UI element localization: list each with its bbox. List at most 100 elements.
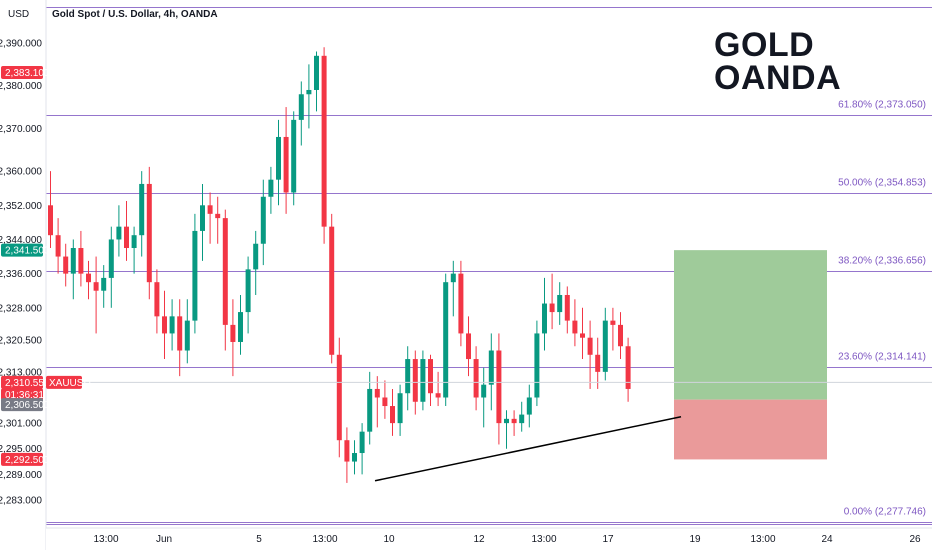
chart-title: Gold Spot / U.S. Dollar, 4h, OANDA — [52, 9, 218, 20]
candle-body — [314, 55, 319, 90]
candle-body — [177, 316, 183, 351]
candle-body — [146, 183, 152, 283]
candle-body — [526, 397, 532, 415]
candle-body — [124, 226, 129, 249]
candle-body — [230, 324, 236, 342]
candle-body — [587, 337, 593, 355]
price-tick-label: 2,360.000 — [0, 167, 42, 178]
watermark-gold: GOLD — [714, 26, 814, 64]
time-tick-label: 13:00 — [93, 534, 118, 545]
price-tick-label: 2,289.000 — [0, 470, 42, 481]
candle-body — [580, 333, 585, 338]
candle-body — [488, 350, 494, 385]
candle-body — [70, 248, 76, 274]
price-badge-high-text: 2,383.100 — [5, 68, 50, 79]
candle-body — [450, 273, 456, 283]
currency-label: USD — [8, 9, 29, 20]
candlestick-series — [48, 47, 631, 483]
price-tick-label: 2,370.000 — [0, 124, 42, 135]
support-trendline[interactable] — [374, 415, 682, 482]
candle-body — [154, 282, 160, 317]
time-tick-label: 12 — [473, 534, 485, 545]
long-position-tool[interactable] — [674, 250, 827, 460]
price-badge-target-text: 2,341.500 — [5, 246, 50, 257]
candle-body — [116, 226, 122, 240]
candle-body — [162, 316, 167, 334]
candle-body — [618, 324, 623, 347]
time-tick-label: 17 — [602, 534, 614, 545]
candle-body — [458, 273, 464, 334]
candle-body — [374, 388, 380, 398]
price-badge-stop — [1, 452, 43, 466]
candle-body — [504, 418, 509, 424]
candle-body — [572, 320, 578, 334]
watermark-oanda: OANDA — [714, 59, 841, 97]
candle-body — [78, 248, 84, 274]
candle-body — [397, 393, 403, 424]
candle-body — [93, 282, 99, 291]
price-tick-label: 2,283.000 — [0, 496, 42, 507]
candle-body — [245, 269, 251, 313]
candle-body — [420, 359, 426, 402]
candle-body — [306, 89, 312, 95]
time-axis-panel[interactable] — [46, 528, 932, 550]
candle-body — [473, 359, 479, 398]
candle-body — [298, 94, 304, 120]
fibonacci-levels: 61.80% (2,373.050) 50.00% (2,354.853) 38.2… — [46, 7, 932, 525]
price-tick-label: 2,295.000 — [0, 444, 42, 455]
candle-body — [481, 384, 487, 398]
candle-body — [321, 55, 327, 227]
candle-body — [625, 346, 631, 389]
candle-body — [359, 431, 365, 454]
candle-body — [443, 282, 449, 398]
candle-body — [610, 320, 616, 325]
candle-body — [131, 235, 137, 249]
candle-body — [564, 294, 570, 321]
profit-zone[interactable] — [674, 250, 827, 400]
candle-body — [283, 136, 289, 193]
time-axis-ticks: 13:00 Jun 5 13:00 10 12 13:00 17 19 13:00 24 26 — [93, 534, 921, 545]
time-tick-label: 13:00 — [750, 534, 775, 545]
candle-body — [55, 235, 61, 257]
price-badge-countdown — [1, 388, 43, 401]
candle-body — [200, 205, 205, 231]
trendline[interactable] — [374, 415, 682, 482]
price-badge-stop-text: 2,292.500 — [5, 455, 50, 466]
price-tick-label: 2,320.500 — [0, 335, 42, 346]
price-badge-countdown-text: 01:36:31 — [5, 390, 44, 401]
price-tick-label: 2,344.000 — [0, 235, 42, 246]
candle-body — [276, 136, 281, 180]
candle-body — [291, 119, 297, 193]
candle-body — [86, 273, 91, 283]
time-tick-label: Jun — [156, 534, 172, 545]
candle-body — [192, 230, 198, 321]
loss-zone[interactable] — [674, 399, 827, 460]
candle-body — [336, 354, 342, 441]
fib-label: 50.00% (2,354.853) — [838, 178, 926, 189]
fib-label: 23.60% (2,314.141) — [838, 352, 926, 363]
time-tick-label: 24 — [821, 534, 833, 545]
candle-body — [238, 312, 243, 342]
price-tick-label: 2,336.000 — [0, 269, 42, 280]
price-axis-ticks: 2,390.000 2,380.000 2,370.000 2,360.000 2,35… — [0, 39, 42, 507]
time-tick-label: 26 — [909, 534, 921, 545]
candle-body — [253, 243, 259, 270]
price-tick-label: 2,301.000 — [0, 419, 42, 430]
fib-label: 61.80% (2,373.050) — [838, 100, 926, 111]
candle-body — [215, 213, 221, 219]
symbol-badge-text: XAUUSD — [49, 378, 91, 389]
candle-body — [184, 320, 190, 351]
candle-body — [108, 239, 114, 278]
candle-body — [101, 277, 107, 291]
candle-body — [169, 316, 175, 334]
candle-body — [435, 393, 441, 398]
time-tick-label: 13:00 — [531, 534, 556, 545]
candle-body — [542, 303, 547, 334]
symbol-badge — [46, 375, 82, 389]
candle-body — [63, 256, 69, 274]
price-badges: 2,383.100 2,341.500 2,310.55001:36:312,306… — [1, 65, 91, 466]
candle-body — [329, 226, 335, 355]
price-badge-entry-text: 2,306.500 — [5, 400, 50, 411]
price-tick-label: 2,380.000 — [0, 81, 42, 92]
